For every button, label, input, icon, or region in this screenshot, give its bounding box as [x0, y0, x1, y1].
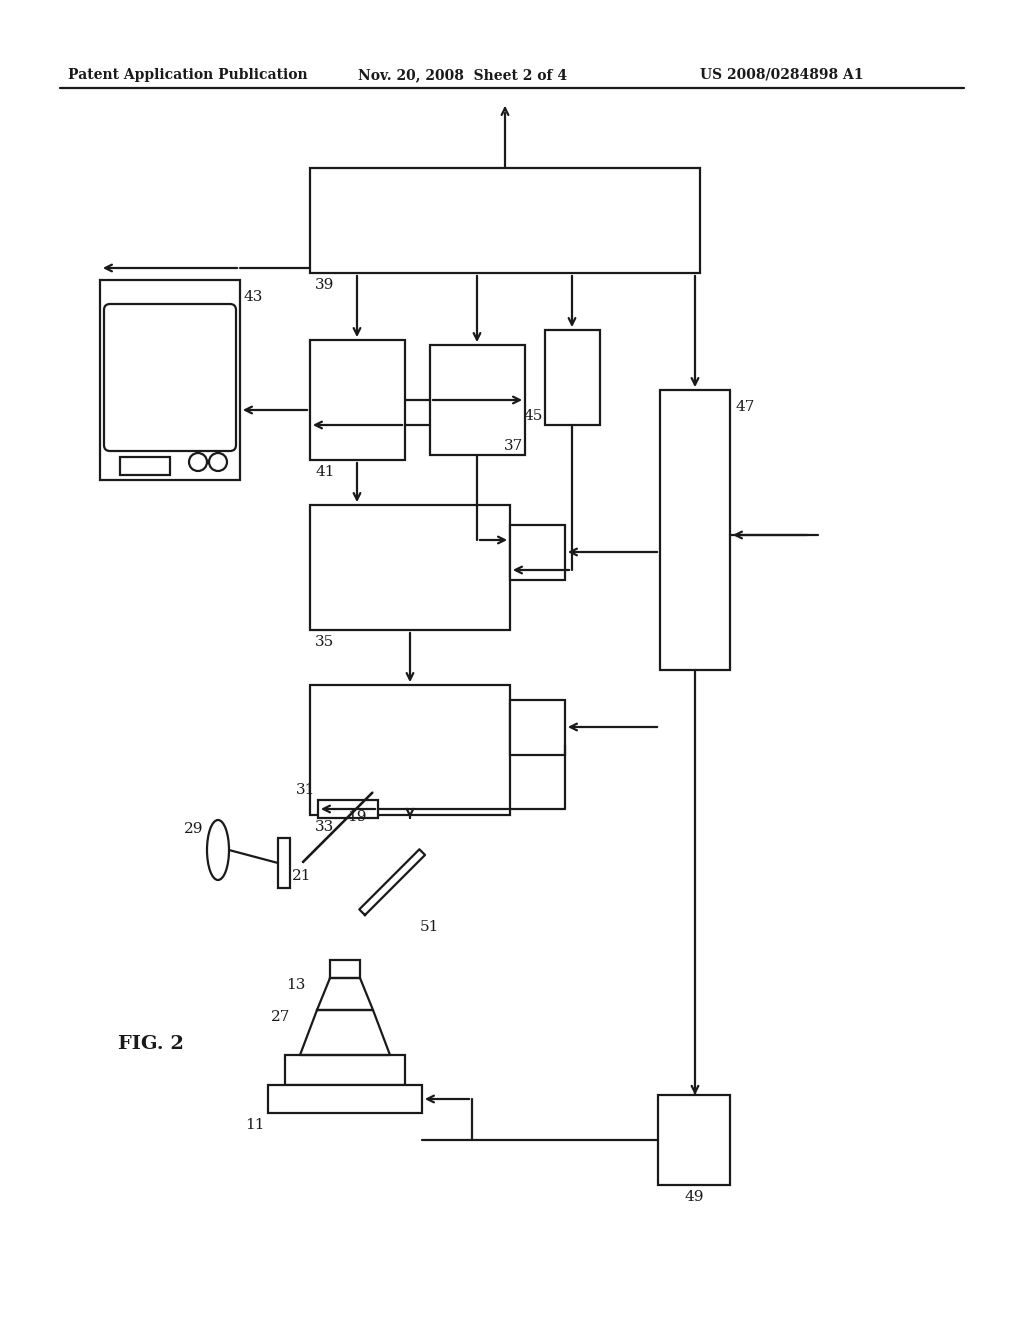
Text: 49: 49 — [684, 1191, 703, 1204]
Text: 11: 11 — [246, 1118, 265, 1133]
Text: 21: 21 — [292, 869, 311, 883]
Bar — [510, 525, 565, 579]
Text: 39: 39 — [315, 279, 335, 292]
Bar — [285, 1055, 406, 1085]
Text: 35: 35 — [315, 635, 334, 649]
Bar — [278, 838, 290, 888]
Text: 31: 31 — [296, 783, 315, 797]
Bar — [100, 280, 240, 480]
Bar — [268, 1085, 422, 1113]
Bar — [430, 345, 525, 455]
Ellipse shape — [207, 820, 229, 880]
Bar — [510, 700, 565, 755]
Text: 45: 45 — [523, 409, 543, 422]
Text: 33: 33 — [315, 820, 334, 834]
Text: US 2008/0284898 A1: US 2008/0284898 A1 — [700, 69, 863, 82]
Text: FIG. 2: FIG. 2 — [118, 1035, 184, 1053]
Bar — [310, 685, 510, 814]
Bar — [660, 389, 730, 671]
Text: 19: 19 — [347, 810, 367, 824]
Bar — [310, 506, 510, 630]
Text: Nov. 20, 2008  Sheet 2 of 4: Nov. 20, 2008 Sheet 2 of 4 — [358, 69, 567, 82]
Bar — [120, 457, 170, 475]
Text: 41: 41 — [315, 465, 335, 479]
Text: 43: 43 — [243, 290, 262, 304]
Bar — [658, 1096, 730, 1185]
Bar — [310, 168, 700, 273]
Text: 47: 47 — [735, 400, 755, 414]
Text: 29: 29 — [183, 822, 203, 836]
Text: 27: 27 — [270, 1010, 290, 1024]
Bar — [318, 800, 378, 818]
Text: 51: 51 — [420, 920, 439, 935]
Text: Patent Application Publication: Patent Application Publication — [68, 69, 307, 82]
Bar — [330, 960, 360, 978]
Bar — [545, 330, 600, 425]
Bar — [310, 341, 406, 459]
Text: 37: 37 — [504, 440, 523, 453]
FancyBboxPatch shape — [104, 304, 236, 451]
Text: 13: 13 — [286, 978, 305, 993]
